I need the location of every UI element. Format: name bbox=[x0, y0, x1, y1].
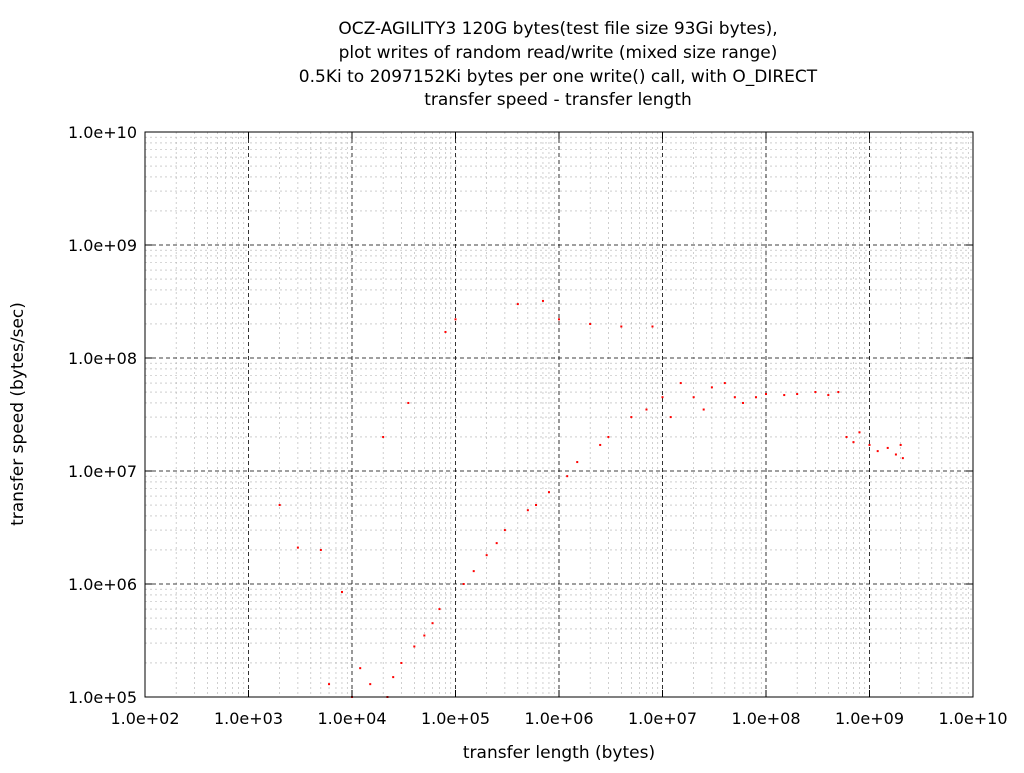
x-tick-label: 1.0e+08 bbox=[731, 709, 800, 728]
data-point bbox=[340, 590, 343, 593]
data-point bbox=[783, 394, 786, 397]
data-point bbox=[796, 393, 799, 396]
chart-title-line-1: OCZ-AGILITY3 120G bytes(test file size 9… bbox=[338, 19, 777, 39]
data-point bbox=[369, 683, 372, 686]
data-point bbox=[400, 661, 403, 664]
y-axis-label: transfer speed (bytes/sec) bbox=[8, 302, 28, 526]
data-point bbox=[661, 396, 664, 399]
data-point bbox=[679, 382, 682, 385]
data-point bbox=[566, 475, 569, 478]
data-point bbox=[392, 676, 395, 679]
data-point bbox=[541, 299, 544, 302]
data-point bbox=[526, 509, 529, 512]
data-point bbox=[359, 667, 362, 670]
data-point bbox=[472, 570, 475, 573]
data-point bbox=[535, 504, 538, 507]
data-point bbox=[645, 408, 648, 411]
chart-title-line-3: 0.5Ki to 2097152Ki bytes per one write()… bbox=[299, 67, 818, 87]
data-point bbox=[382, 435, 385, 438]
y-tick-label: 1.0e+08 bbox=[68, 349, 137, 368]
data-point bbox=[852, 441, 855, 444]
data-point bbox=[899, 443, 902, 446]
data-point bbox=[278, 504, 281, 507]
x-tick-label: 1.0e+07 bbox=[628, 709, 697, 728]
data-point bbox=[669, 416, 672, 419]
data-point bbox=[710, 386, 713, 389]
data-point bbox=[503, 529, 506, 532]
data-point bbox=[692, 396, 695, 399]
x-tick-label: 1.0e+05 bbox=[421, 709, 490, 728]
data-point bbox=[438, 608, 441, 611]
data-point bbox=[901, 457, 904, 460]
data-point bbox=[495, 542, 498, 545]
data-point bbox=[407, 401, 410, 404]
data-point bbox=[827, 394, 830, 397]
data-point bbox=[462, 583, 465, 585]
x-tick-label: 1.0e+02 bbox=[110, 709, 179, 728]
data-point bbox=[733, 396, 736, 399]
data-point bbox=[547, 491, 550, 494]
x-axis-label: transfer length (bytes) bbox=[463, 743, 655, 763]
y-tick-label: 1.0e+09 bbox=[68, 236, 137, 255]
data-point bbox=[886, 446, 889, 449]
data-point bbox=[413, 645, 416, 648]
data-point bbox=[454, 318, 457, 321]
data-point bbox=[423, 634, 426, 637]
data-point bbox=[765, 393, 767, 396]
data-point bbox=[485, 554, 488, 557]
data-point bbox=[296, 546, 299, 549]
data-point bbox=[723, 382, 726, 385]
data-point bbox=[576, 461, 579, 464]
x-tick-label: 1.0e+09 bbox=[835, 709, 904, 728]
data-point bbox=[599, 443, 602, 446]
data-point bbox=[516, 303, 519, 306]
data-point bbox=[814, 391, 817, 394]
data-points bbox=[278, 299, 904, 698]
data-point bbox=[607, 435, 610, 438]
data-point bbox=[620, 325, 623, 328]
data-point bbox=[328, 683, 331, 686]
data-point bbox=[742, 401, 745, 404]
data-point bbox=[702, 408, 705, 411]
data-point bbox=[858, 431, 861, 434]
data-point bbox=[319, 548, 322, 551]
data-point bbox=[837, 391, 840, 394]
data-point bbox=[754, 396, 757, 399]
data-point bbox=[845, 435, 848, 438]
data-point bbox=[558, 318, 560, 321]
x-axis-ticks: 1.0e+02 1.0e+03 1.0e+04 1.0e+05 1.0e+06 1.0e+… bbox=[110, 132, 1008, 728]
y-tick-label: 1.0e+06 bbox=[68, 575, 137, 594]
data-point bbox=[876, 450, 879, 453]
x-tick-label: 1.0e+04 bbox=[317, 709, 386, 728]
chart-title-line-2: plot writes of random read/write (mixed … bbox=[339, 43, 778, 63]
y-tick-label: 1.0e+10 bbox=[68, 123, 137, 142]
data-point bbox=[630, 416, 633, 419]
x-tick-label: 1.0e+06 bbox=[524, 709, 593, 728]
data-point bbox=[589, 322, 592, 325]
x-tick-label: 1.0e+10 bbox=[938, 709, 1007, 728]
y-axis-ticks: 1.0e+05 1.0e+06 1.0e+07 1.0e+08 1.0e+09 1.0e+… bbox=[68, 123, 973, 707]
y-tick-label: 1.0e+05 bbox=[68, 688, 137, 707]
chart-title-line-4: transfer speed - transfer length bbox=[424, 90, 692, 110]
y-tick-label: 1.0e+07 bbox=[68, 462, 137, 481]
x-tick-label: 1.0e+03 bbox=[214, 709, 283, 728]
data-point bbox=[651, 325, 654, 328]
grid bbox=[145, 132, 973, 697]
chart-title: OCZ-AGILITY3 120G bytes(test file size 9… bbox=[299, 19, 818, 110]
data-point bbox=[868, 443, 871, 446]
data-point bbox=[444, 330, 447, 333]
data-point bbox=[431, 622, 434, 625]
data-point bbox=[894, 453, 897, 456]
